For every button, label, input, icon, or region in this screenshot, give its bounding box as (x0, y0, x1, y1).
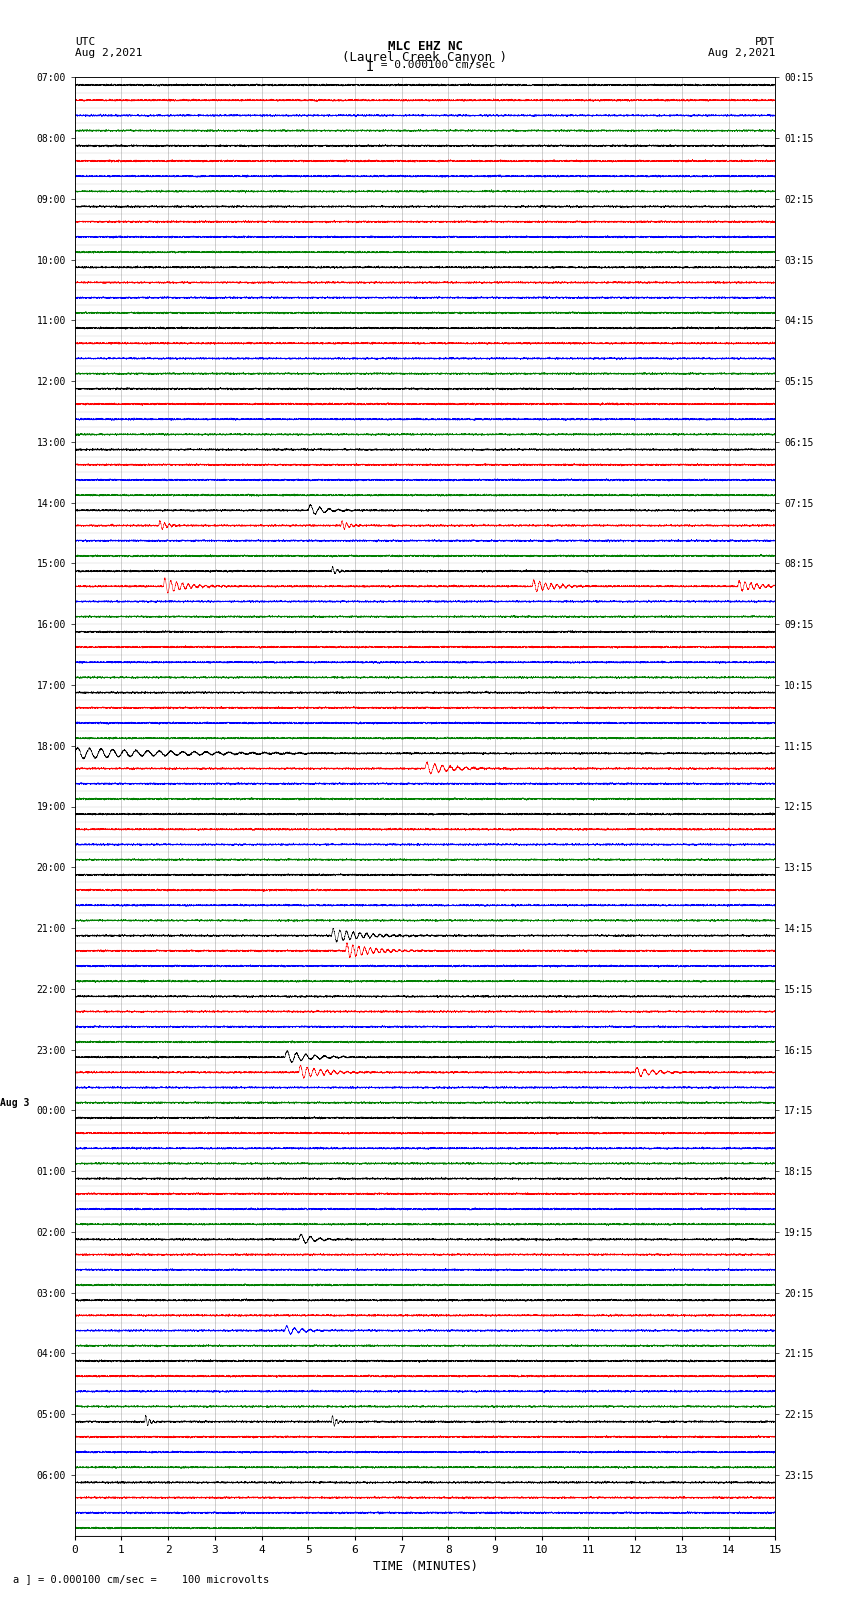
Text: Aug 3: Aug 3 (0, 1098, 29, 1108)
Text: I: I (366, 60, 374, 74)
Text: = 0.000100 cm/sec: = 0.000100 cm/sec (374, 60, 496, 71)
Text: MLC EHZ NC: MLC EHZ NC (388, 39, 462, 53)
X-axis label: TIME (MINUTES): TIME (MINUTES) (372, 1560, 478, 1573)
Text: (Laurel Creek Canyon ): (Laurel Creek Canyon ) (343, 50, 507, 65)
Text: Aug 2,2021: Aug 2,2021 (75, 48, 142, 58)
Text: Aug 2,2021: Aug 2,2021 (708, 48, 775, 58)
Text: a ] = 0.000100 cm/sec =    100 microvolts: a ] = 0.000100 cm/sec = 100 microvolts (13, 1574, 269, 1584)
Text: UTC: UTC (75, 37, 95, 47)
Text: PDT: PDT (755, 37, 775, 47)
